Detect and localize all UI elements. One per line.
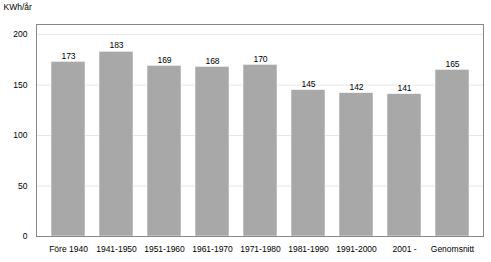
svg-text:1951-1960: 1951-1960 bbox=[144, 244, 185, 254]
svg-text:1941-1950: 1941-1950 bbox=[96, 244, 137, 254]
svg-text:50: 50 bbox=[18, 181, 28, 191]
svg-text:Före 1940: Före 1940 bbox=[49, 244, 88, 254]
svg-text:1991-2000: 1991-2000 bbox=[336, 244, 377, 254]
svg-text:Genomsnitt: Genomsnitt bbox=[431, 244, 475, 254]
svg-text:169: 169 bbox=[157, 55, 171, 65]
svg-text:1971-1980: 1971-1980 bbox=[240, 244, 281, 254]
svg-text:170: 170 bbox=[253, 54, 267, 64]
svg-text:2001 -: 2001 - bbox=[392, 244, 416, 254]
svg-text:150: 150 bbox=[13, 80, 27, 90]
svg-text:200: 200 bbox=[13, 29, 27, 39]
svg-text:142: 142 bbox=[349, 82, 363, 92]
svg-text:1961-1970: 1961-1970 bbox=[192, 244, 233, 254]
svg-text:100: 100 bbox=[13, 130, 27, 140]
svg-text:145: 145 bbox=[301, 79, 315, 89]
svg-text:1981-1990: 1981-1990 bbox=[288, 244, 329, 254]
svg-text:141: 141 bbox=[397, 83, 411, 93]
svg-text:KWh/år: KWh/år bbox=[4, 2, 33, 12]
svg-text:183: 183 bbox=[109, 40, 123, 50]
svg-text:165: 165 bbox=[445, 59, 459, 69]
svg-text:0: 0 bbox=[23, 231, 28, 241]
svg-text:168: 168 bbox=[205, 56, 219, 66]
svg-text:173: 173 bbox=[61, 51, 75, 61]
